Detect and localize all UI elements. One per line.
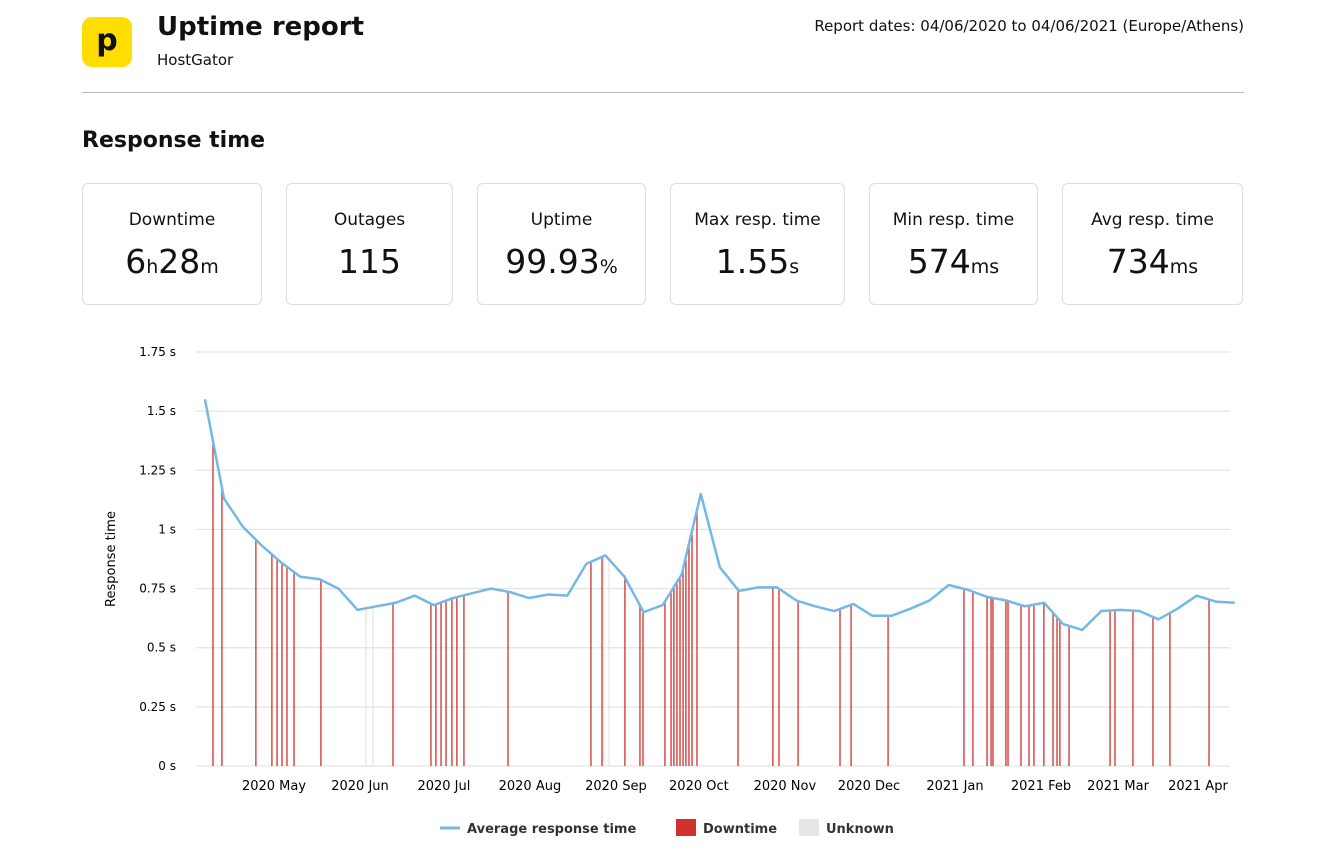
stat-unit: h xyxy=(146,256,159,278)
x-tick-label: 2020 Nov xyxy=(754,779,817,794)
stat-unit: ms xyxy=(970,256,1000,278)
stat-label: Max resp. time xyxy=(694,210,821,230)
stat-card: Uptime 99.93% xyxy=(477,183,646,305)
stat-card: Avg resp. time 734ms xyxy=(1062,183,1243,305)
stat-label: Uptime xyxy=(530,210,593,230)
stat-value: 6h28m xyxy=(83,242,261,281)
stat-number: 574 xyxy=(907,242,971,281)
stat-unit: m xyxy=(200,256,219,278)
stat-value: 1.55s xyxy=(671,242,844,281)
x-tick-label: 2020 Jun xyxy=(331,779,389,794)
x-tick-label: 2020 Oct xyxy=(669,779,729,794)
y-tick-label: 0.75 s xyxy=(139,582,176,596)
stat-unit: ms xyxy=(1169,256,1199,278)
stat-number: 6 xyxy=(125,242,147,281)
stat-value: 115 xyxy=(287,242,452,281)
legend-label: Downtime xyxy=(703,822,777,837)
report-dates: Report dates: 04/06/2020 to 04/06/2021 (… xyxy=(814,17,1244,35)
logo: p xyxy=(82,17,132,67)
stat-card: Min resp. time 574ms xyxy=(869,183,1038,305)
stat-card: Outages 115 xyxy=(286,183,453,305)
stat-unit: s xyxy=(789,256,800,278)
x-tick-label: 2021 Apr xyxy=(1168,779,1228,794)
subtitle: HostGator xyxy=(157,51,234,69)
x-tick-label: 2020 Jul xyxy=(417,779,470,794)
stat-number: 734 xyxy=(1106,242,1170,281)
y-tick-label: 1.25 s xyxy=(139,463,176,477)
title: Uptime report xyxy=(157,12,365,42)
stat-card: Max resp. time 1.55s xyxy=(670,183,845,305)
stat-label: Downtime xyxy=(128,210,216,230)
x-tick-label: 2021 Feb xyxy=(1011,779,1071,794)
legend-label: Unknown xyxy=(826,822,894,837)
y-axis-label: Response time xyxy=(104,511,119,607)
y-tick-label: 1 s xyxy=(158,522,176,536)
stat-label: Min resp. time xyxy=(892,210,1015,230)
x-tick-label: 2020 May xyxy=(242,779,306,794)
stat-number: 115 xyxy=(338,242,401,281)
stat-number: 28 xyxy=(158,242,201,281)
stat-label: Outages xyxy=(333,210,406,230)
x-tick-label: 2021 Jan xyxy=(926,779,983,794)
y-tick-label: 0.25 s xyxy=(139,700,176,714)
x-tick-label: 2021 Mar xyxy=(1087,779,1149,794)
x-tick-label: 2020 Aug xyxy=(499,779,562,794)
stat-number: 99.93 xyxy=(505,242,600,281)
stat-card: Downtime 6h28m xyxy=(82,183,262,305)
legend-swatch xyxy=(676,819,696,836)
y-tick-label: 0 s xyxy=(158,759,176,773)
response-line xyxy=(203,399,1235,632)
stat-number: 1.55 xyxy=(715,242,790,281)
stat-unit: % xyxy=(599,256,618,278)
stat-label: Avg resp. time xyxy=(1091,210,1214,230)
y-tick-label: 0.5 s xyxy=(147,641,176,655)
stat-value: 574ms xyxy=(870,242,1037,281)
stat-value: 734ms xyxy=(1063,242,1242,281)
section-title: Response time xyxy=(82,128,266,153)
y-tick-label: 1.75 s xyxy=(139,345,176,359)
stat-value: 99.93% xyxy=(478,242,645,281)
divider xyxy=(82,92,1244,93)
x-tick-label: 2020 Dec xyxy=(838,779,900,794)
y-tick-label: 1.5 s xyxy=(147,404,176,418)
x-tick-label: 2020 Sep xyxy=(585,779,647,794)
legend-label: Average response time xyxy=(467,822,636,837)
legend-swatch xyxy=(799,819,819,836)
